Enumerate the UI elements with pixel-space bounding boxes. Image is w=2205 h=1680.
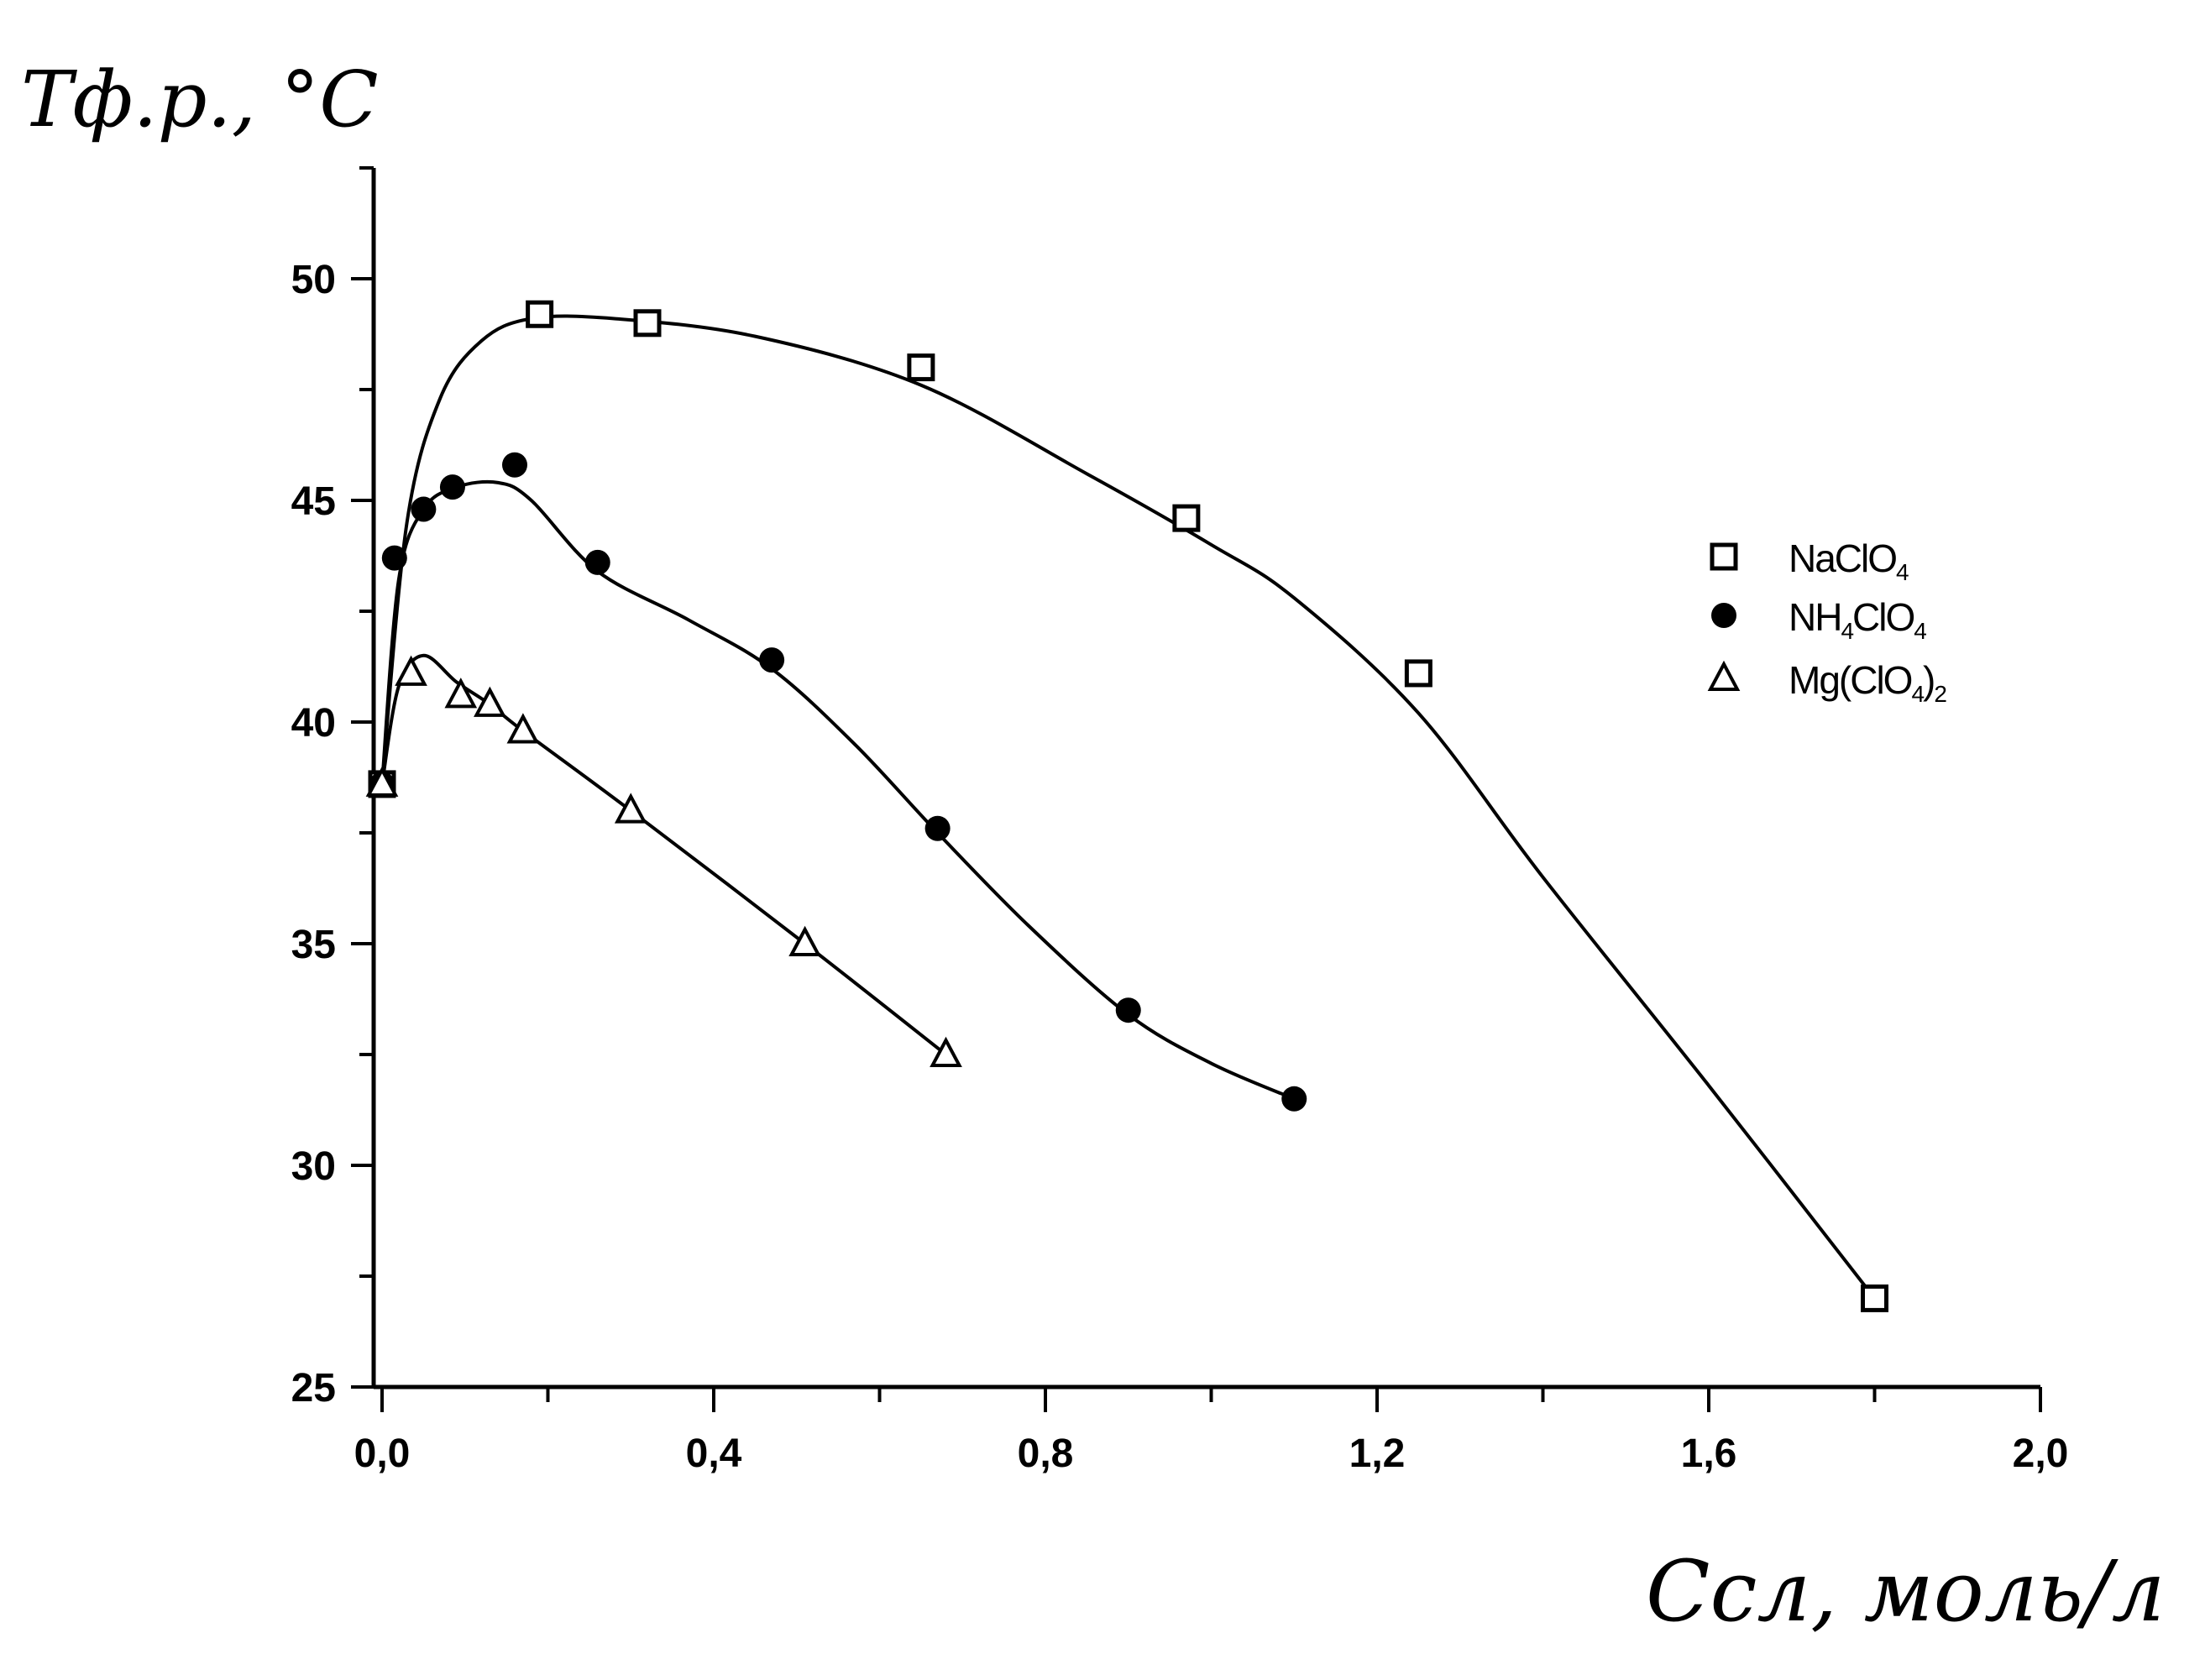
legend-label-naclo4: NaClO4 (1789, 536, 1909, 585)
point-nh4clo4 (411, 496, 437, 522)
legend-marker-naclo4 (1710, 542, 1738, 571)
point-mgclo42 (614, 793, 647, 824)
legend-label-nh4clo4: NH4ClO4 (1789, 595, 1926, 644)
point-nh4clo4 (502, 452, 527, 478)
point-nh4clo4 (1281, 1086, 1307, 1112)
legend: NaClO4 NH4ClO4 Mg(ClO4)2 (1707, 536, 1948, 707)
point-mgclo42 (474, 686, 506, 717)
point-mgclo42 (365, 766, 399, 797)
x-axis-title: Cсл, моль/л (1646, 1542, 2165, 1641)
point-nh4clo4 (439, 474, 465, 500)
series-curves (380, 314, 1877, 1301)
series-markers (365, 300, 1888, 1312)
x-axis-ticks: 0,0 0,4 0,8 1,2 1,6 2,0 (354, 1387, 2069, 1476)
point-naclo4 (907, 353, 935, 382)
point-nh4clo4 (924, 815, 951, 841)
curve-naclo4 (380, 314, 1877, 1301)
point-naclo4 (1404, 659, 1432, 688)
point-nh4clo4 (759, 647, 785, 673)
x-tick-label: 0,8 (1018, 1431, 1074, 1476)
y-axis-title: Tф.р., °C (21, 55, 379, 144)
point-nh4clo4 (381, 545, 407, 571)
curve-mgclo42 (380, 653, 948, 1056)
point-mgclo42 (930, 1036, 962, 1067)
legend-marker-mgclo42 (1707, 660, 1741, 691)
axes (371, 168, 2040, 1390)
point-nh4clo4 (1115, 997, 1141, 1023)
point-naclo4 (1861, 1284, 1888, 1312)
y-tick-label: 30 (291, 1144, 336, 1189)
y-axis-ticks: 25 30 35 40 45 50 (291, 166, 374, 1410)
x-tick-label: 2,0 (2013, 1431, 2069, 1476)
legend-marker-nh4clo4 (1711, 603, 1736, 628)
point-naclo4 (633, 309, 662, 338)
y-tick-label: 40 (291, 701, 336, 746)
point-nh4clo4 (584, 549, 610, 575)
point-mgclo42 (444, 678, 478, 709)
y-tick-label: 25 (291, 1366, 336, 1410)
point-mgclo42 (395, 655, 427, 686)
point-naclo4 (1172, 504, 1201, 532)
y-tick-label: 50 (291, 258, 336, 302)
y-tick-label: 35 (291, 923, 336, 967)
point-mgclo42 (788, 925, 821, 956)
x-tick-label: 1,6 (1681, 1431, 1737, 1476)
x-tick-label: 0,4 (686, 1431, 742, 1476)
x-tick-label: 0,0 (354, 1431, 411, 1476)
curve-nh4clo4 (380, 479, 1296, 1101)
legend-label-mgclo42: Mg(ClO4)2 (1789, 658, 1946, 707)
point-naclo4 (526, 300, 554, 328)
point-mgclo42 (506, 713, 540, 744)
x-tick-label: 1,2 (1349, 1431, 1406, 1476)
y-tick-label: 45 (291, 479, 336, 524)
